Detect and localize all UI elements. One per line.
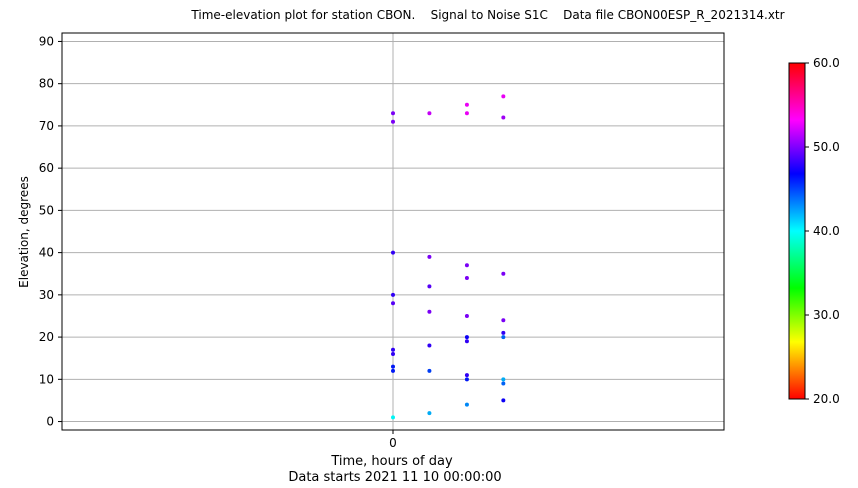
scatter-point: [391, 364, 395, 369]
scatter-point: [391, 119, 395, 124]
x-tick-label: 0: [389, 436, 397, 450]
data-start-label: Data starts 2021 11 10 00:00:00: [288, 470, 501, 485]
y-tick-label: 90: [39, 34, 54, 48]
colorbar-tick-label: 30.0: [813, 308, 840, 322]
scatter-point: [464, 263, 469, 268]
scatter-point: [391, 250, 395, 255]
y-tick-label: 80: [39, 77, 54, 91]
scatter-point: [427, 343, 432, 348]
scatter-point: [501, 94, 506, 99]
colorbar-tick-label: 50.0: [813, 140, 840, 154]
scatter-point: [501, 330, 506, 335]
y-tick-label: 20: [39, 330, 54, 344]
scatter-point: [464, 275, 469, 280]
scatter-point: [501, 335, 506, 340]
scatter-point: [427, 111, 432, 116]
scatter-point: [464, 373, 469, 378]
scatter-point: [464, 335, 469, 340]
scatter-point: [427, 254, 432, 259]
y-tick-label: 10: [39, 372, 54, 386]
y-axis-label: Elevation, degrees: [17, 176, 31, 288]
scatter-point: [427, 411, 432, 416]
scatter-point: [464, 111, 469, 116]
scatter-point: [391, 415, 395, 420]
scatter-point: [501, 398, 506, 403]
scatter-point: [464, 313, 469, 318]
scatter-point: [391, 351, 395, 356]
scatter-point: [391, 111, 395, 116]
scatter-point: [501, 318, 506, 323]
scatter-point: [501, 377, 506, 382]
scatter-point: [427, 368, 432, 373]
scatter-point: [501, 115, 506, 120]
scatter-point: [391, 347, 395, 352]
colorbar-ticks: 20.0 30.0 40.0 50.0 60.0: [805, 56, 840, 406]
scatter-point: [391, 301, 395, 306]
colorbar: [788, 62, 806, 400]
scatter-point: [391, 292, 395, 297]
colorbar-tick-label: 60.0: [813, 56, 840, 70]
scatter-point: [427, 309, 432, 314]
y-tick-label: 50: [39, 203, 54, 217]
scatter-point: [464, 402, 469, 407]
scatter-point: [501, 271, 506, 276]
y-tick-label: 30: [39, 288, 54, 302]
scatter-point: [464, 339, 469, 344]
colorbar-tick-label: 20.0: [813, 392, 840, 406]
y-axis: 0 10 20 30 40 50 60 70 80 90: [39, 34, 62, 429]
x-axis: 0: [389, 430, 397, 450]
chart-title: Time-elevation plot for station CBON. Si…: [190, 8, 784, 22]
x-axis-label: Time, hours of day: [330, 454, 453, 469]
scatter-point: [464, 102, 469, 107]
scatter-points: [391, 94, 506, 420]
y-tick-label: 0: [46, 415, 54, 429]
y-tick-label: 40: [39, 246, 54, 260]
colorbar-tick-label: 40.0: [813, 224, 840, 238]
scatter-point: [464, 377, 469, 382]
y-tick-label: 60: [39, 161, 54, 175]
y-tick-label: 70: [39, 119, 54, 133]
scatter-point: [391, 368, 395, 373]
scatter-point: [501, 381, 506, 386]
scatter-point: [427, 284, 432, 289]
